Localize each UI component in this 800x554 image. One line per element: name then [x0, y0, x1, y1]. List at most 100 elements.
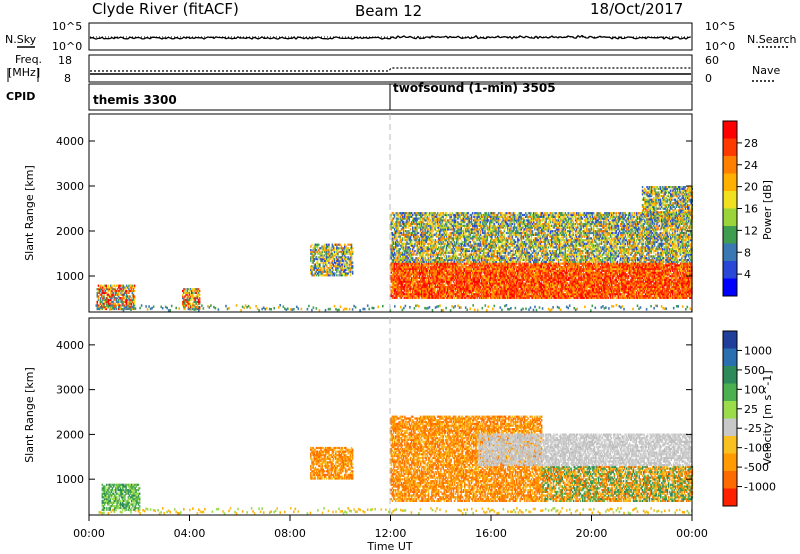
heatmap-cell	[617, 275, 620, 278]
heatmap-cell	[552, 294, 554, 298]
cpid-entry-themis: themis 3300	[93, 93, 177, 107]
heatmap-cell	[341, 256, 344, 259]
heatmap-cell	[536, 291, 538, 294]
heatmap-cell	[615, 287, 617, 290]
heatmap-cell	[620, 294, 622, 298]
heatmap-cell	[595, 285, 597, 289]
heatmap-cell	[327, 250, 329, 253]
heatmap-cell	[390, 289, 392, 292]
heatmap-cell	[580, 291, 582, 294]
heatmap-cell	[579, 291, 581, 294]
heatmap-cell	[413, 266, 415, 269]
heatmap-cell	[432, 276, 434, 280]
heatmap-cell	[329, 272, 331, 275]
heatmap-cell	[328, 252, 330, 255]
heatmap-cell	[397, 269, 399, 272]
heatmap-cell	[409, 282, 412, 285]
heatmap-cell	[586, 293, 588, 296]
heatmap-cell	[494, 267, 496, 271]
heatmap-cell	[105, 302, 108, 305]
heatmap-cell	[349, 270, 352, 273]
heatmap-cell	[460, 267, 463, 271]
heatmap-cell	[490, 285, 492, 289]
heatmap-cell	[405, 280, 407, 283]
heatmap-cell	[544, 293, 546, 296]
heatmap-cell	[616, 271, 619, 274]
heatmap-cell	[430, 276, 432, 280]
heatmap-cell	[124, 298, 127, 302]
heatmap-cell	[452, 266, 455, 269]
heatmap-cell	[111, 284, 113, 287]
heatmap-cell	[592, 264, 595, 267]
heatmap-cell	[497, 266, 500, 269]
heatmap-cell	[591, 293, 594, 296]
heatmap-cell	[390, 285, 392, 289]
heatmap-cell	[132, 304, 135, 307]
heatmap-cell	[485, 291, 487, 294]
heatmap-cell	[533, 273, 535, 276]
heatmap-cell	[423, 291, 425, 294]
heatmap-cell	[604, 296, 606, 299]
heatmap-cell	[559, 276, 561, 280]
heatmap-cell	[562, 266, 564, 269]
heatmap-cell	[511, 262, 513, 265]
heatmap-cell	[110, 284, 112, 287]
heatmap-cell	[518, 276, 520, 280]
heatmap-cell	[565, 289, 568, 292]
heatmap-cell	[441, 287, 443, 290]
heatmap-cell	[451, 264, 454, 267]
heatmap-cell	[529, 278, 532, 281]
heatmap-cell	[590, 291, 593, 294]
heatmap-cell	[104, 307, 106, 311]
heatmap-cell	[587, 293, 589, 296]
heatmap-cell	[442, 273, 444, 276]
heatmap-cell	[511, 273, 513, 276]
heatmap-cell	[478, 293, 481, 296]
heatmap-cell	[443, 273, 446, 276]
heatmap-cell	[393, 287, 396, 290]
heatmap-cell	[552, 289, 554, 292]
heatmap-cell	[440, 293, 442, 296]
heatmap-cell	[404, 280, 406, 283]
heatmap-cell	[556, 278, 559, 281]
heatmap-cell	[512, 285, 515, 289]
heatmap-cell	[591, 264, 594, 267]
heatmap-cell	[462, 264, 465, 267]
heatmap-cell	[331, 254, 334, 257]
heatmap-cell	[556, 293, 559, 296]
heatmap-cell	[502, 264, 504, 267]
heatmap-cell	[485, 285, 487, 289]
heatmap-cell	[484, 267, 486, 271]
heatmap-cell	[509, 282, 511, 285]
heatmap-cell	[511, 293, 513, 296]
heatmap-cell	[350, 265, 353, 268]
heatmap-cell	[588, 289, 590, 292]
heatmap-cell	[336, 256, 338, 259]
heatmap-cell	[527, 269, 529, 272]
heatmap-cell	[571, 291, 573, 294]
heatmap-cell	[414, 293, 416, 296]
heatmap-cell	[468, 285, 470, 289]
heatmap-cell	[335, 268, 337, 271]
heatmap-cell	[575, 264, 578, 267]
heatmap-cell	[321, 256, 323, 259]
heatmap-cell	[400, 273, 403, 276]
heatmap-cell	[548, 273, 551, 276]
heatmap-cell	[546, 294, 548, 298]
heatmap-cell	[622, 267, 624, 271]
heatmap-cell	[476, 264, 478, 267]
heatmap-cell	[475, 266, 477, 269]
heatmap-cell	[320, 268, 322, 271]
heatmap-cell	[426, 273, 429, 276]
heatmap-cell	[540, 271, 543, 274]
heatmap-cell	[482, 289, 484, 292]
heatmap-cell	[447, 285, 449, 289]
heatmap-cell	[312, 267, 314, 270]
heatmap-cell	[431, 289, 433, 292]
nave-right-tick-top: 60	[705, 54, 719, 67]
heatmap-cell	[452, 289, 455, 292]
heatmap-cell	[416, 266, 418, 269]
heatmap-cell	[485, 296, 487, 299]
heatmap-cell	[543, 266, 545, 269]
heatmap-cell	[591, 269, 594, 272]
